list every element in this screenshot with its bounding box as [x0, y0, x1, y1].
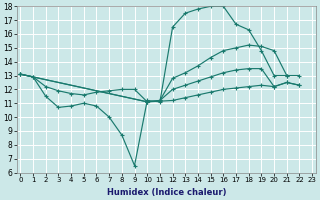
- X-axis label: Humidex (Indice chaleur): Humidex (Indice chaleur): [107, 188, 226, 197]
